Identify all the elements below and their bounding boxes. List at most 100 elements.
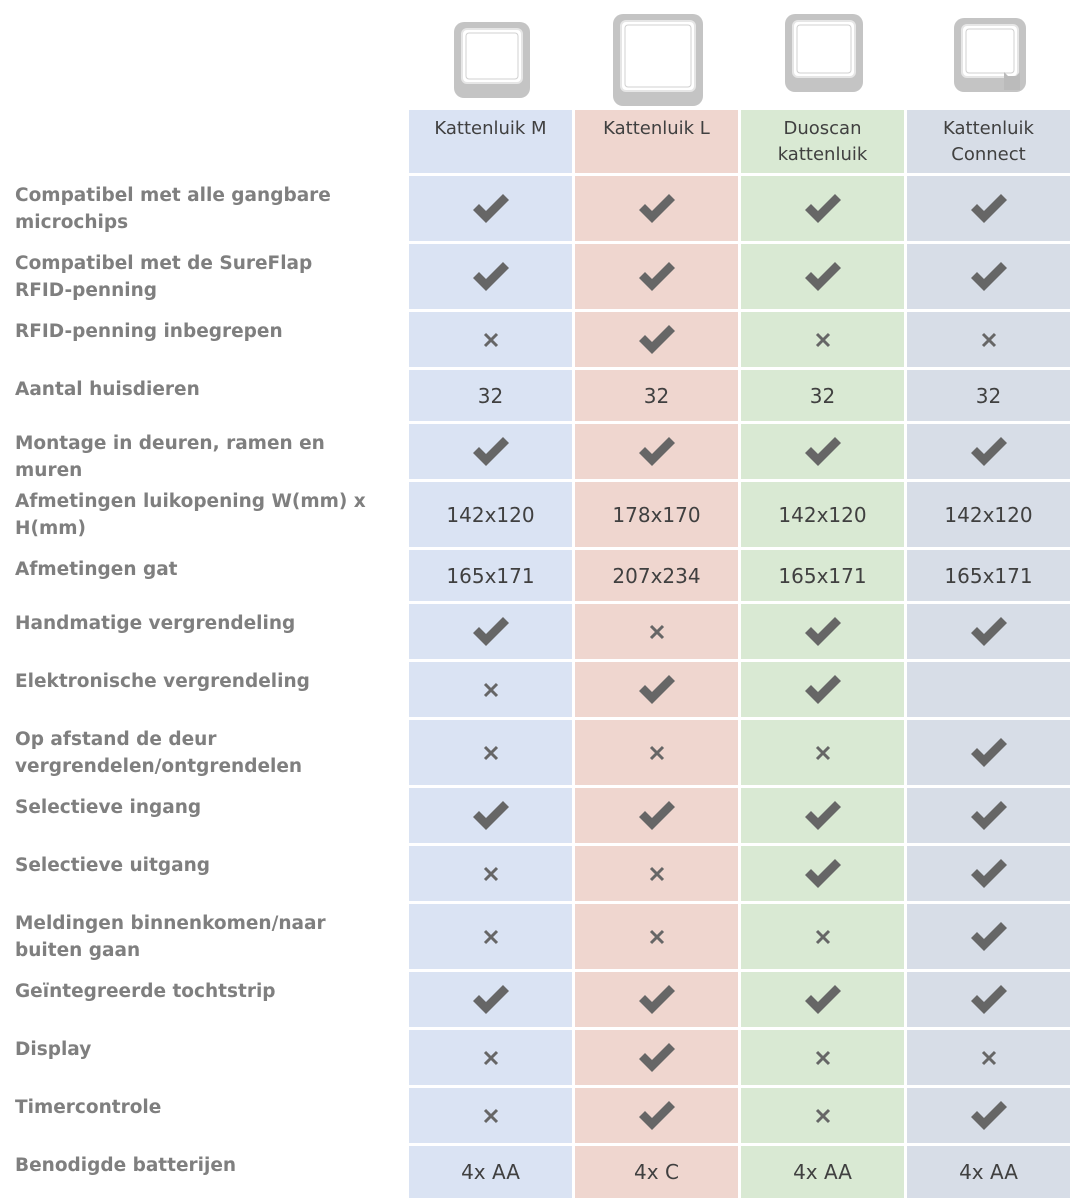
table-row: RFID-penning inbegrepen: [0, 312, 1074, 367]
product-header: Kattenluik M: [409, 110, 572, 173]
cross-icon: [741, 904, 904, 969]
checkmark-icon: [575, 244, 738, 309]
checkmark-icon: [741, 788, 904, 843]
product-header: Kattenluik L: [575, 110, 738, 173]
cat-flap-connect-icon: [907, 0, 1073, 108]
cross-icon: [409, 312, 572, 367]
checkmark-icon: [907, 424, 1070, 479]
value-cell: 32: [741, 370, 904, 421]
table-row: Afmetingen gat 165x171 207x234 165x171 165x1…: [0, 550, 1074, 601]
value-cell: 142x120: [409, 482, 572, 547]
cross-icon: [741, 1088, 904, 1143]
value-cell: 4x AA: [409, 1146, 572, 1198]
feature-label: Montage in deuren, ramen en muren: [15, 433, 325, 481]
cat-flap-icon: [409, 0, 575, 108]
cross-icon: [907, 1030, 1070, 1085]
checkmark-icon: [907, 904, 1070, 969]
checkmark-icon: [575, 176, 738, 241]
checkmark-icon: [575, 662, 738, 717]
value-cell: 142x120: [741, 482, 904, 547]
table-row: Afmetingen luikopening W(mm) x H(mm) 142x…: [0, 482, 1074, 547]
feature-label: Display: [15, 1039, 92, 1060]
checkmark-icon: [907, 846, 1070, 901]
table-row: Display: [0, 1030, 1074, 1085]
cross-icon: [907, 312, 1070, 367]
cross-icon: [741, 1030, 904, 1085]
feature-label: Geïntegreerde tochtstrip: [15, 981, 276, 1002]
checkmark-icon: [907, 176, 1070, 241]
feature-label: Op afstand de deur vergrendelen/ontgrend…: [15, 729, 303, 777]
checkmark-icon: [741, 424, 904, 479]
product-header: Duoscan kattenluik: [741, 110, 904, 173]
table-row: Meldingen binnenkomen/naar buiten gaan: [0, 904, 1074, 969]
checkmark-icon: [741, 972, 904, 1027]
checkmark-icon: [741, 244, 904, 309]
feature-label: Aantal huisdieren: [15, 379, 200, 400]
checkmark-icon: [907, 788, 1070, 843]
value-cell: 4x C: [575, 1146, 738, 1198]
checkmark-icon: [575, 424, 738, 479]
checkmark-icon: [741, 846, 904, 901]
checkmark-icon: [907, 1088, 1070, 1143]
checkmark-icon: [409, 176, 572, 241]
table-row: Elektronische vergrendeling: [0, 662, 1074, 717]
cross-icon: [575, 604, 738, 659]
feature-label: Benodigde batterijen: [15, 1155, 237, 1176]
checkmark-icon: [409, 244, 572, 309]
cross-icon: [575, 904, 738, 969]
cat-flap-large-icon: [575, 0, 741, 108]
checkmark-icon: [741, 176, 904, 241]
cross-icon: [409, 846, 572, 901]
value-cell: 165x171: [907, 550, 1070, 601]
checkmark-icon: [409, 972, 572, 1027]
cross-icon: [409, 1030, 572, 1085]
table-row: Compatibel met alle gangbare microchips: [0, 176, 1074, 241]
table-row: Aantal huisdieren 32 32 32 32: [0, 370, 1074, 421]
feature-label: Timercontrole: [15, 1097, 162, 1118]
feature-label: Handmatige vergrendeling: [15, 613, 296, 634]
value-cell: 32: [575, 370, 738, 421]
value-cell: 165x171: [409, 550, 572, 601]
value-cell: 4x AA: [741, 1146, 904, 1198]
table-row: Selectieve uitgang: [0, 846, 1074, 901]
value-cell: 207x234: [575, 550, 738, 601]
table-row: Op afstand de deur vergrendelen/ontgrend…: [0, 720, 1074, 785]
checkmark-icon: [409, 604, 572, 659]
table-row: Geïntegreerde tochtstrip: [0, 972, 1074, 1027]
cat-flap-duoscan-icon: [741, 0, 907, 108]
checkmark-icon: [907, 972, 1070, 1027]
feature-label: Afmetingen luikopening W(mm) x H(mm): [15, 491, 366, 539]
value-cell: 32: [907, 370, 1070, 421]
feature-label: Afmetingen gat: [15, 559, 178, 580]
feature-label: RFID-penning inbegrepen: [15, 321, 283, 342]
comparison-table: Kattenluik M Kattenluik L Duoscan katten…: [0, 110, 1074, 1201]
feature-label: Meldingen binnenkomen/naar buiten gaan: [15, 913, 326, 961]
table-row: Handmatige vergrendeling: [0, 604, 1074, 659]
cross-icon: [409, 720, 572, 785]
cross-icon: [741, 720, 904, 785]
checkmark-icon: [575, 1088, 738, 1143]
header-row: Kattenluik M Kattenluik L Duoscan katten…: [0, 110, 1074, 173]
product-images: [409, 0, 1073, 108]
cross-icon: [409, 1088, 572, 1143]
checkmark-icon: [741, 662, 904, 717]
value-cell: 4x AA: [907, 1146, 1070, 1198]
cross-icon: [741, 312, 904, 367]
cross-icon: [409, 904, 572, 969]
value-cell: 142x120: [907, 482, 1070, 547]
feature-label: Compatibel met alle gangbare microchips: [15, 185, 331, 233]
value-cell: 178x170: [575, 482, 738, 547]
cross-icon: [409, 662, 572, 717]
feature-label: Selectieve ingang: [15, 797, 202, 818]
table-row: Compatibel met de SureFlap RFID-penning: [0, 244, 1074, 309]
checkmark-icon: [409, 424, 572, 479]
value-cell: 32: [409, 370, 572, 421]
feature-label: Compatibel met de SureFlap RFID-penning: [15, 253, 313, 301]
checkmark-icon: [575, 788, 738, 843]
checkmark-icon: [575, 972, 738, 1027]
checkmark-icon: [741, 604, 904, 659]
table-row: Benodigde batterijen 4x AA 4x C 4x AA 4x AA: [0, 1146, 1074, 1198]
cross-icon: [575, 846, 738, 901]
checkmark-icon: [907, 720, 1070, 785]
table-row: Selectieve ingang: [0, 788, 1074, 843]
